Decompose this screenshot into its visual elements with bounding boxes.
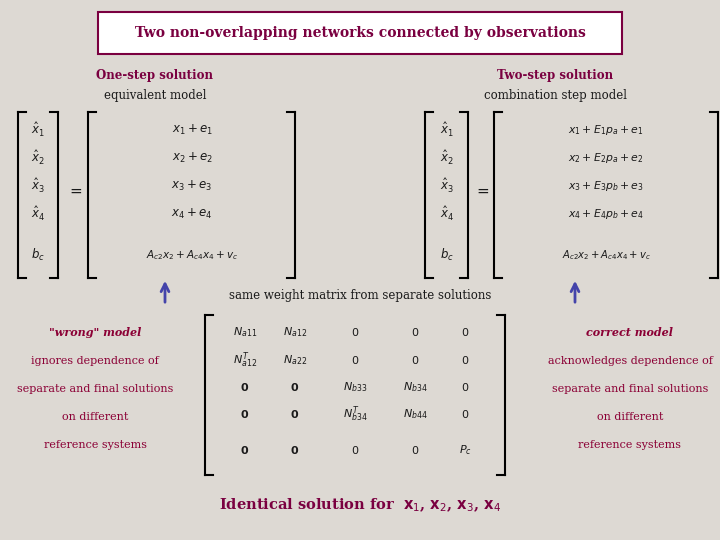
Text: $\hat{x}_2$: $\hat{x}_2$ (440, 149, 454, 167)
Text: $\mathbf{0}$: $\mathbf{0}$ (290, 408, 300, 420)
Text: separate and final solutions: separate and final solutions (552, 384, 708, 394)
Text: separate and final solutions: separate and final solutions (17, 384, 174, 394)
Text: $N_{b33}$: $N_{b33}$ (343, 380, 367, 394)
Text: reference systems: reference systems (578, 440, 682, 450)
Text: $0$: $0$ (351, 326, 359, 338)
Text: $N_{a12}^T$: $N_{a12}^T$ (233, 350, 257, 370)
Text: combination step model: combination step model (484, 89, 626, 102)
Text: $x_2 + e_2$: $x_2 + e_2$ (171, 151, 212, 165)
Text: reference systems: reference systems (43, 440, 146, 450)
Text: $0$: $0$ (411, 444, 419, 456)
Text: $b_c$: $b_c$ (31, 247, 45, 263)
Text: $P_c$: $P_c$ (459, 443, 472, 457)
Text: $N_{a12}$: $N_{a12}$ (283, 325, 307, 339)
Text: same weight matrix from separate solutions: same weight matrix from separate solutio… (229, 288, 491, 301)
Text: $x_4 + E_4p_b + e_4$: $x_4 + E_4p_b + e_4$ (568, 207, 644, 221)
Text: $\mathbf{0}$: $\mathbf{0}$ (240, 408, 250, 420)
FancyBboxPatch shape (98, 12, 622, 54)
Text: $\hat{x}_4$: $\hat{x}_4$ (440, 205, 454, 223)
Text: $b_c$: $b_c$ (440, 247, 454, 263)
Text: $N_{b34}^T$: $N_{b34}^T$ (343, 404, 367, 424)
Text: $\hat{x}_1$: $\hat{x}_1$ (31, 121, 45, 139)
Text: One-step solution: One-step solution (96, 69, 214, 82)
Text: ignores dependence of: ignores dependence of (31, 356, 159, 366)
Text: Two-step solution: Two-step solution (497, 69, 613, 82)
Text: $\mathbf{0}$: $\mathbf{0}$ (290, 444, 300, 456)
Text: $0$: $0$ (461, 381, 469, 393)
Text: $=$: $=$ (474, 183, 490, 198)
Text: $0$: $0$ (461, 354, 469, 366)
Text: $0$: $0$ (411, 326, 419, 338)
Text: Two non-overlapping networks connected by observations: Two non-overlapping networks connected b… (135, 26, 585, 40)
Text: on different: on different (62, 412, 128, 422)
Text: $N_{a22}$: $N_{a22}$ (283, 353, 307, 367)
Text: $\hat{x}_3$: $\hat{x}_3$ (31, 177, 45, 195)
Text: $=$: $=$ (67, 183, 83, 198)
Text: $0$: $0$ (351, 354, 359, 366)
Text: on different: on different (597, 412, 663, 422)
Text: $N_{a11}$: $N_{a11}$ (233, 325, 257, 339)
Text: $x_3 + e_3$: $x_3 + e_3$ (171, 179, 212, 193)
Text: $A_{c2}x_2 + A_{c4}x_4 + v_c$: $A_{c2}x_2 + A_{c4}x_4 + v_c$ (146, 248, 238, 262)
Text: $0$: $0$ (461, 408, 469, 420)
Text: $x_4 + e_4$: $x_4 + e_4$ (171, 207, 212, 221)
Text: $0$: $0$ (411, 354, 419, 366)
Text: Identical solution for  $\mathbf{x}_1$, $\mathbf{x}_2$, $\mathbf{x}_3$, $\mathbf: Identical solution for $\mathbf{x}_1$, $… (219, 496, 501, 514)
Text: $0$: $0$ (461, 326, 469, 338)
Text: $A_{c2}x_2 + A_{c4}x_4 + v_c$: $A_{c2}x_2 + A_{c4}x_4 + v_c$ (562, 248, 650, 262)
Text: $\mathbf{0}$: $\mathbf{0}$ (290, 381, 300, 393)
Text: $N_{b44}$: $N_{b44}$ (402, 407, 428, 421)
Text: $x_1 + e_1$: $x_1 + e_1$ (171, 123, 212, 137)
Text: $x_1 + E_1p_a + e_1$: $x_1 + E_1p_a + e_1$ (568, 123, 644, 137)
Text: $\mathbf{0}$: $\mathbf{0}$ (240, 381, 250, 393)
Text: $x_3 + E_3p_b + e_3$: $x_3 + E_3p_b + e_3$ (568, 179, 644, 193)
Text: equivalent model: equivalent model (104, 89, 206, 102)
Text: $\mathbf{0}$: $\mathbf{0}$ (240, 444, 250, 456)
Text: $\hat{x}_1$: $\hat{x}_1$ (440, 121, 454, 139)
Text: acknowledges dependence of: acknowledges dependence of (548, 356, 712, 366)
Text: $0$: $0$ (351, 444, 359, 456)
Text: $\hat{x}_3$: $\hat{x}_3$ (440, 177, 454, 195)
Text: $\hat{x}_4$: $\hat{x}_4$ (31, 205, 45, 223)
Text: correct model: correct model (587, 327, 673, 339)
Text: $\hat{x}_2$: $\hat{x}_2$ (31, 149, 45, 167)
Text: "wrong" model: "wrong" model (49, 327, 141, 339)
Text: $x_2 + E_2p_a + e_2$: $x_2 + E_2p_a + e_2$ (568, 151, 644, 165)
Text: $N_{b34}$: $N_{b34}$ (402, 380, 428, 394)
